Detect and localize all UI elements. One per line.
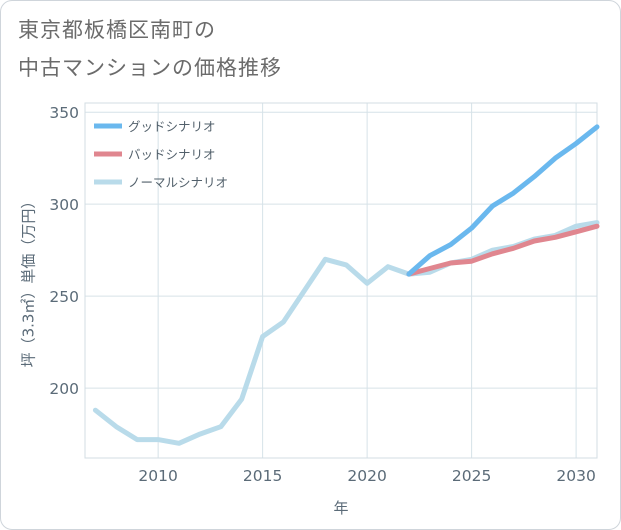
x-tick-label: 2020 <box>347 467 386 485</box>
y-axis-title: 坪（3.3㎡）単価（万円） <box>20 194 38 368</box>
y-tick-label: 300 <box>49 196 79 214</box>
y-tick-label: 250 <box>49 288 79 306</box>
x-tick-label: 2010 <box>138 467 177 485</box>
legend-label: ノーマルシナリオ <box>128 175 228 190</box>
y-tick-label: 200 <box>49 380 79 398</box>
series-line-1 <box>406 223 600 277</box>
tick-labels: 2010 2015 2020 2025 2030 200 250 300 350 <box>49 104 595 485</box>
series-line-0 <box>406 124 600 277</box>
x-axis-title: 年 <box>333 499 348 517</box>
chart-title-line-1: 東京都板橋区南町の <box>18 18 216 42</box>
x-tick-label: 2025 <box>452 467 491 485</box>
plot-area <box>84 102 598 459</box>
series-layer <box>92 124 600 446</box>
legend-label: バッドシナリオ <box>128 147 216 162</box>
x-tick-label: 2030 <box>556 467 595 485</box>
chart-title-line-2: 中古マンションの価格推移 <box>18 56 282 80</box>
legend-label: グッドシナリオ <box>128 119 216 134</box>
y-tick-label: 350 <box>49 104 79 122</box>
series-line-2 <box>92 220 600 446</box>
x-tick-label: 2015 <box>243 467 282 485</box>
